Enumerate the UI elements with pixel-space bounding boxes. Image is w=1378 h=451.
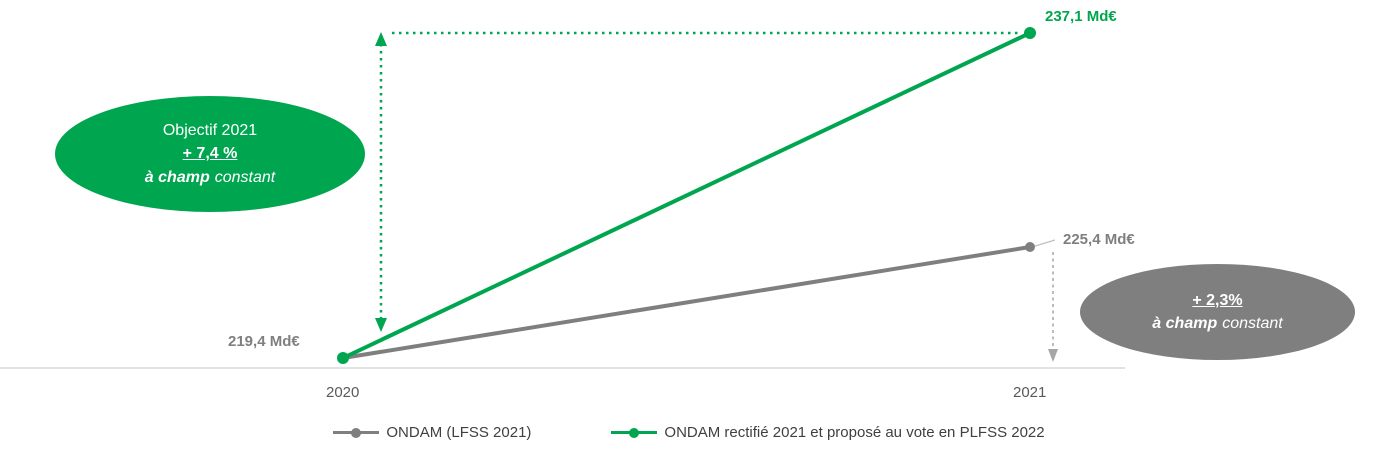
series-point-gray-2021 bbox=[1025, 242, 1035, 252]
annotation-objectif-note: à champ constant bbox=[144, 168, 276, 186]
x-tick-2020: 2020 bbox=[326, 384, 360, 401]
annotation-objectif-value: + 7,4 % bbox=[182, 145, 238, 163]
series-point-start-2020 bbox=[337, 352, 349, 364]
data-label-green-2021: 237,1 Md€ bbox=[1045, 8, 1117, 25]
annotation-ellipse-plus-2-3: + 2,3% à champ constant bbox=[1080, 264, 1355, 360]
legend-item-ondam-rectifie: ONDAM rectifié 2021 et proposé au vote e… bbox=[611, 424, 1045, 441]
gray-arrowhead-down bbox=[1048, 349, 1058, 362]
legend-marker-gray-icon bbox=[333, 427, 380, 438]
annotation-ellipse-objectif-2021: Objectif 2021 + 7,4 % à champ constant bbox=[55, 96, 365, 212]
green-arrowhead-down bbox=[375, 318, 387, 332]
series-point-green-2021 bbox=[1024, 27, 1036, 39]
gray-label-leader-line bbox=[1031, 239, 1056, 248]
data-label-gray-2021: 225,4 Md€ bbox=[1063, 231, 1135, 248]
annotation-gray-note: à champ constant bbox=[1152, 315, 1283, 332]
legend-label-ondam-rectifie: ONDAM rectifié 2021 et proposé au vote e… bbox=[664, 424, 1045, 441]
legend-label-ondam-lfss2021: ONDAM (LFSS 2021) bbox=[386, 424, 532, 441]
legend-item-ondam-lfss2021: ONDAM (LFSS 2021) bbox=[333, 424, 531, 441]
series-line-ondam-rectifie bbox=[342, 31, 1031, 360]
legend-marker-green-icon bbox=[611, 427, 658, 438]
annotation-gray-value: + 2,3% bbox=[1192, 291, 1243, 309]
x-tick-2021: 2021 bbox=[1013, 384, 1047, 401]
data-label-start: 219,4 Md€ bbox=[228, 333, 300, 350]
green-arrowhead-up bbox=[375, 32, 387, 46]
annotation-objectif-title: Objectif 2021 bbox=[162, 122, 258, 140]
chart-legend: ONDAM (LFSS 2021) ONDAM rectifié 2021 et… bbox=[0, 424, 1378, 441]
series-line-ondam-lfss2021 bbox=[342, 245, 1031, 360]
